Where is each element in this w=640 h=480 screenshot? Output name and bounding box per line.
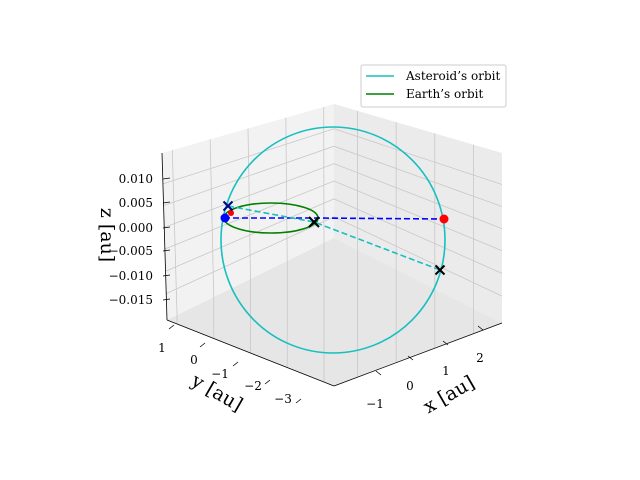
z-tick-4 — [162, 274, 171, 277]
z-tick-label-4: −0.010 — [109, 269, 153, 283]
axes-panes — [162, 104, 502, 386]
grid-y-3 — [285, 117, 288, 368]
x-marker-right — [434, 264, 446, 276]
grid-y-1 — [209, 139, 215, 339]
z-axis-label: z [au] — [96, 208, 118, 262]
red-point-right — [439, 214, 449, 224]
legend: Asteroid’s orbit Earth’s orbit — [360, 64, 507, 108]
x-marker-center — [308, 216, 320, 228]
z-tick-1 — [162, 201, 171, 204]
axis-edges — [161, 152, 503, 387]
z-tick-label-1: 0.005 — [119, 196, 153, 210]
grid-z-3 — [164, 163, 503, 230]
x-tick-label-2: 1 — [442, 364, 450, 378]
blue-dashed-line — [224, 217, 445, 220]
cyan-dashed-line — [227, 205, 441, 271]
tick-labels: 0.0100.0050.000−0.005−0.010−0.01510−1−2−… — [109, 172, 484, 411]
x-axis-label: x [au] — [420, 371, 479, 418]
x-tick-label-3: 2 — [476, 351, 484, 365]
pane-right — [334, 104, 502, 323]
x-tick-1 — [407, 355, 414, 361]
blue-point — [220, 213, 230, 223]
tick-marks — [162, 177, 484, 404]
markers-layer — [220, 200, 449, 276]
grid-z-0 — [166, 216, 503, 297]
legend-label-earth: Earth’s orbit — [406, 87, 483, 101]
grid-lines — [162, 106, 503, 383]
y-tick-1 — [199, 342, 206, 348]
x-axis-line — [333, 322, 503, 387]
z-tick-label-2: 0.000 — [119, 221, 153, 235]
y-tick-0 — [168, 324, 175, 330]
x-tick-3 — [477, 325, 484, 331]
legend-frame — [360, 64, 507, 108]
y-axis-line — [166, 319, 335, 387]
x-tick-2 — [442, 340, 449, 346]
y-tick-label-1: 0 — [190, 353, 198, 367]
legend-label-asteroid: Asteroid’s orbit — [405, 69, 500, 83]
grid-y-2 — [247, 128, 251, 353]
x-tick-label-1: 0 — [406, 379, 414, 393]
y-tick-label-0: 1 — [158, 341, 166, 355]
asteroid-orbit — [220, 126, 446, 354]
z-tick-0 — [162, 177, 171, 180]
grid-z-4 — [163, 145, 503, 207]
y-tick-label-3: −2 — [244, 379, 262, 393]
z-tick-5 — [162, 298, 171, 301]
z-tick-2 — [162, 226, 171, 229]
z-axis-line — [161, 152, 168, 321]
y-tick-label-4: −3 — [274, 392, 292, 406]
pane-left — [162, 104, 334, 320]
z-tick-label-3: −0.005 — [109, 244, 153, 258]
x-marker-top — [222, 200, 234, 212]
x-tick-label-0: −1 — [366, 397, 384, 411]
red-point-left — [228, 210, 234, 216]
z-tick-3 — [162, 249, 171, 252]
y-tick-3 — [264, 379, 271, 385]
y-tick-2 — [232, 361, 239, 367]
y-tick-label-2: −1 — [211, 367, 229, 381]
z-tick-label-5: −0.015 — [109, 293, 153, 307]
z-tick-label-0: 0.010 — [119, 172, 153, 186]
x-tick-0 — [375, 370, 382, 376]
y-tick-4 — [295, 398, 302, 404]
grid-y-0 — [171, 150, 178, 324]
grid-z-5 — [162, 128, 503, 185]
